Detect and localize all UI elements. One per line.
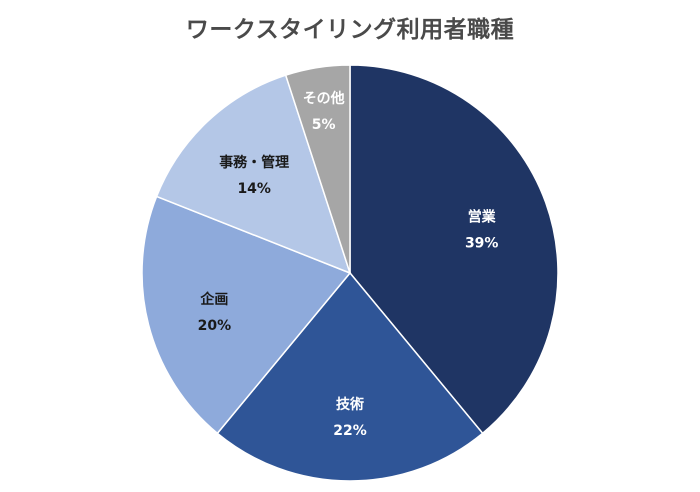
pie-slice-4-label: 事務・管理 [219,154,289,171]
pie-slice-2-value: 22% [333,423,367,439]
pie-slice-3-label: 企画 [199,291,228,308]
pie-slice-3-value: 20% [198,318,232,334]
pie-slice-1-label: 営業 [468,209,497,226]
pie-slice-2 [216,271,484,482]
pie-slice-4-value: 14% [237,181,271,197]
pie-slice-1 [349,64,559,435]
pie-slice-5-value: 5% [312,117,336,133]
chart-title: ワークスタイリング利用者職種 [185,17,515,43]
pie-slice-5 [284,64,351,274]
pie-slice-5-label: その他 [303,90,345,107]
pie-slice-2-label: 技術 [336,396,364,413]
pie-slice-3 [141,195,352,435]
pie-slice-1-value: 39% [465,236,499,252]
